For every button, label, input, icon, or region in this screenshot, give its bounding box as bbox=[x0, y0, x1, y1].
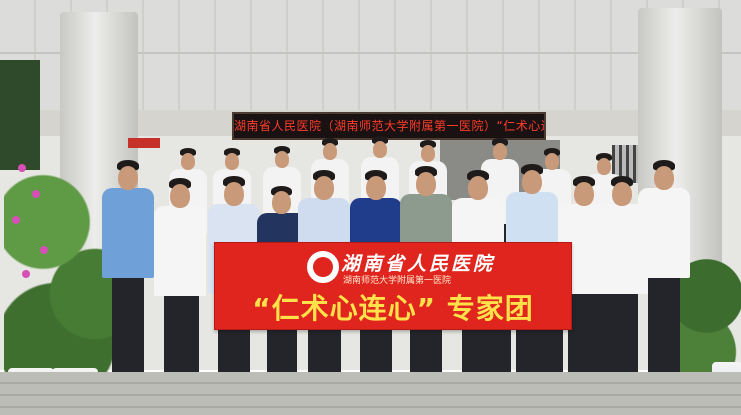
head bbox=[180, 152, 196, 170]
banner-slogan: “仁术心连心” 专家团 bbox=[252, 292, 534, 325]
front-steps bbox=[0, 372, 741, 415]
trousers bbox=[648, 278, 680, 372]
head bbox=[420, 144, 436, 162]
hair bbox=[595, 153, 613, 161]
hair bbox=[491, 138, 509, 146]
hair bbox=[117, 160, 139, 171]
flower bbox=[18, 164, 26, 172]
head bbox=[224, 181, 244, 206]
wall-sign bbox=[128, 138, 160, 148]
head bbox=[322, 142, 338, 160]
red-banner: 湖南省人民医院 湖南师范大学附属第一医院 “仁术心连心” 专家团 bbox=[214, 242, 572, 330]
led-sign: 湖南省人民医院（湖南师范大学附属第一医院）“仁术心连心” bbox=[232, 112, 546, 140]
shirt bbox=[102, 188, 154, 278]
flower bbox=[22, 270, 30, 278]
hair bbox=[543, 148, 561, 156]
hair bbox=[223, 176, 245, 187]
trousers bbox=[112, 278, 144, 372]
hair bbox=[653, 160, 675, 171]
hair bbox=[419, 140, 437, 148]
ceiling-beam bbox=[0, 52, 741, 54]
trousers bbox=[606, 294, 638, 372]
hair bbox=[179, 148, 197, 156]
head bbox=[224, 152, 240, 170]
head bbox=[492, 142, 508, 160]
trousers bbox=[164, 296, 196, 372]
head bbox=[468, 175, 488, 200]
shirt bbox=[154, 206, 206, 296]
head bbox=[544, 152, 560, 170]
shirt bbox=[638, 188, 690, 278]
hair bbox=[611, 176, 633, 187]
hair bbox=[365, 170, 387, 181]
hair bbox=[321, 138, 339, 146]
hair bbox=[313, 170, 335, 181]
hair bbox=[273, 146, 291, 154]
trousers bbox=[568, 294, 600, 372]
head bbox=[596, 157, 612, 175]
head bbox=[372, 140, 388, 158]
hair bbox=[415, 166, 437, 177]
head bbox=[118, 165, 138, 190]
head bbox=[522, 169, 542, 194]
flower bbox=[32, 190, 40, 198]
banner-org-subtitle: 湖南师范大学附属第一医院 bbox=[343, 276, 452, 286]
head bbox=[574, 181, 594, 206]
banner-org-name: 湖南省人民医院 bbox=[341, 253, 496, 275]
hair bbox=[271, 186, 293, 197]
hair bbox=[223, 148, 241, 156]
head bbox=[272, 191, 292, 215]
hospital-logo-icon bbox=[307, 251, 339, 283]
flower bbox=[12, 216, 20, 224]
head bbox=[274, 150, 290, 168]
head bbox=[654, 165, 674, 190]
hair bbox=[371, 136, 389, 144]
head bbox=[612, 181, 632, 206]
head bbox=[314, 175, 334, 200]
head bbox=[366, 175, 386, 200]
hair bbox=[573, 176, 595, 187]
head bbox=[416, 171, 436, 196]
head bbox=[170, 183, 190, 208]
flower bbox=[40, 246, 48, 254]
hair bbox=[521, 164, 543, 175]
hair bbox=[467, 170, 489, 181]
hair bbox=[169, 178, 191, 189]
